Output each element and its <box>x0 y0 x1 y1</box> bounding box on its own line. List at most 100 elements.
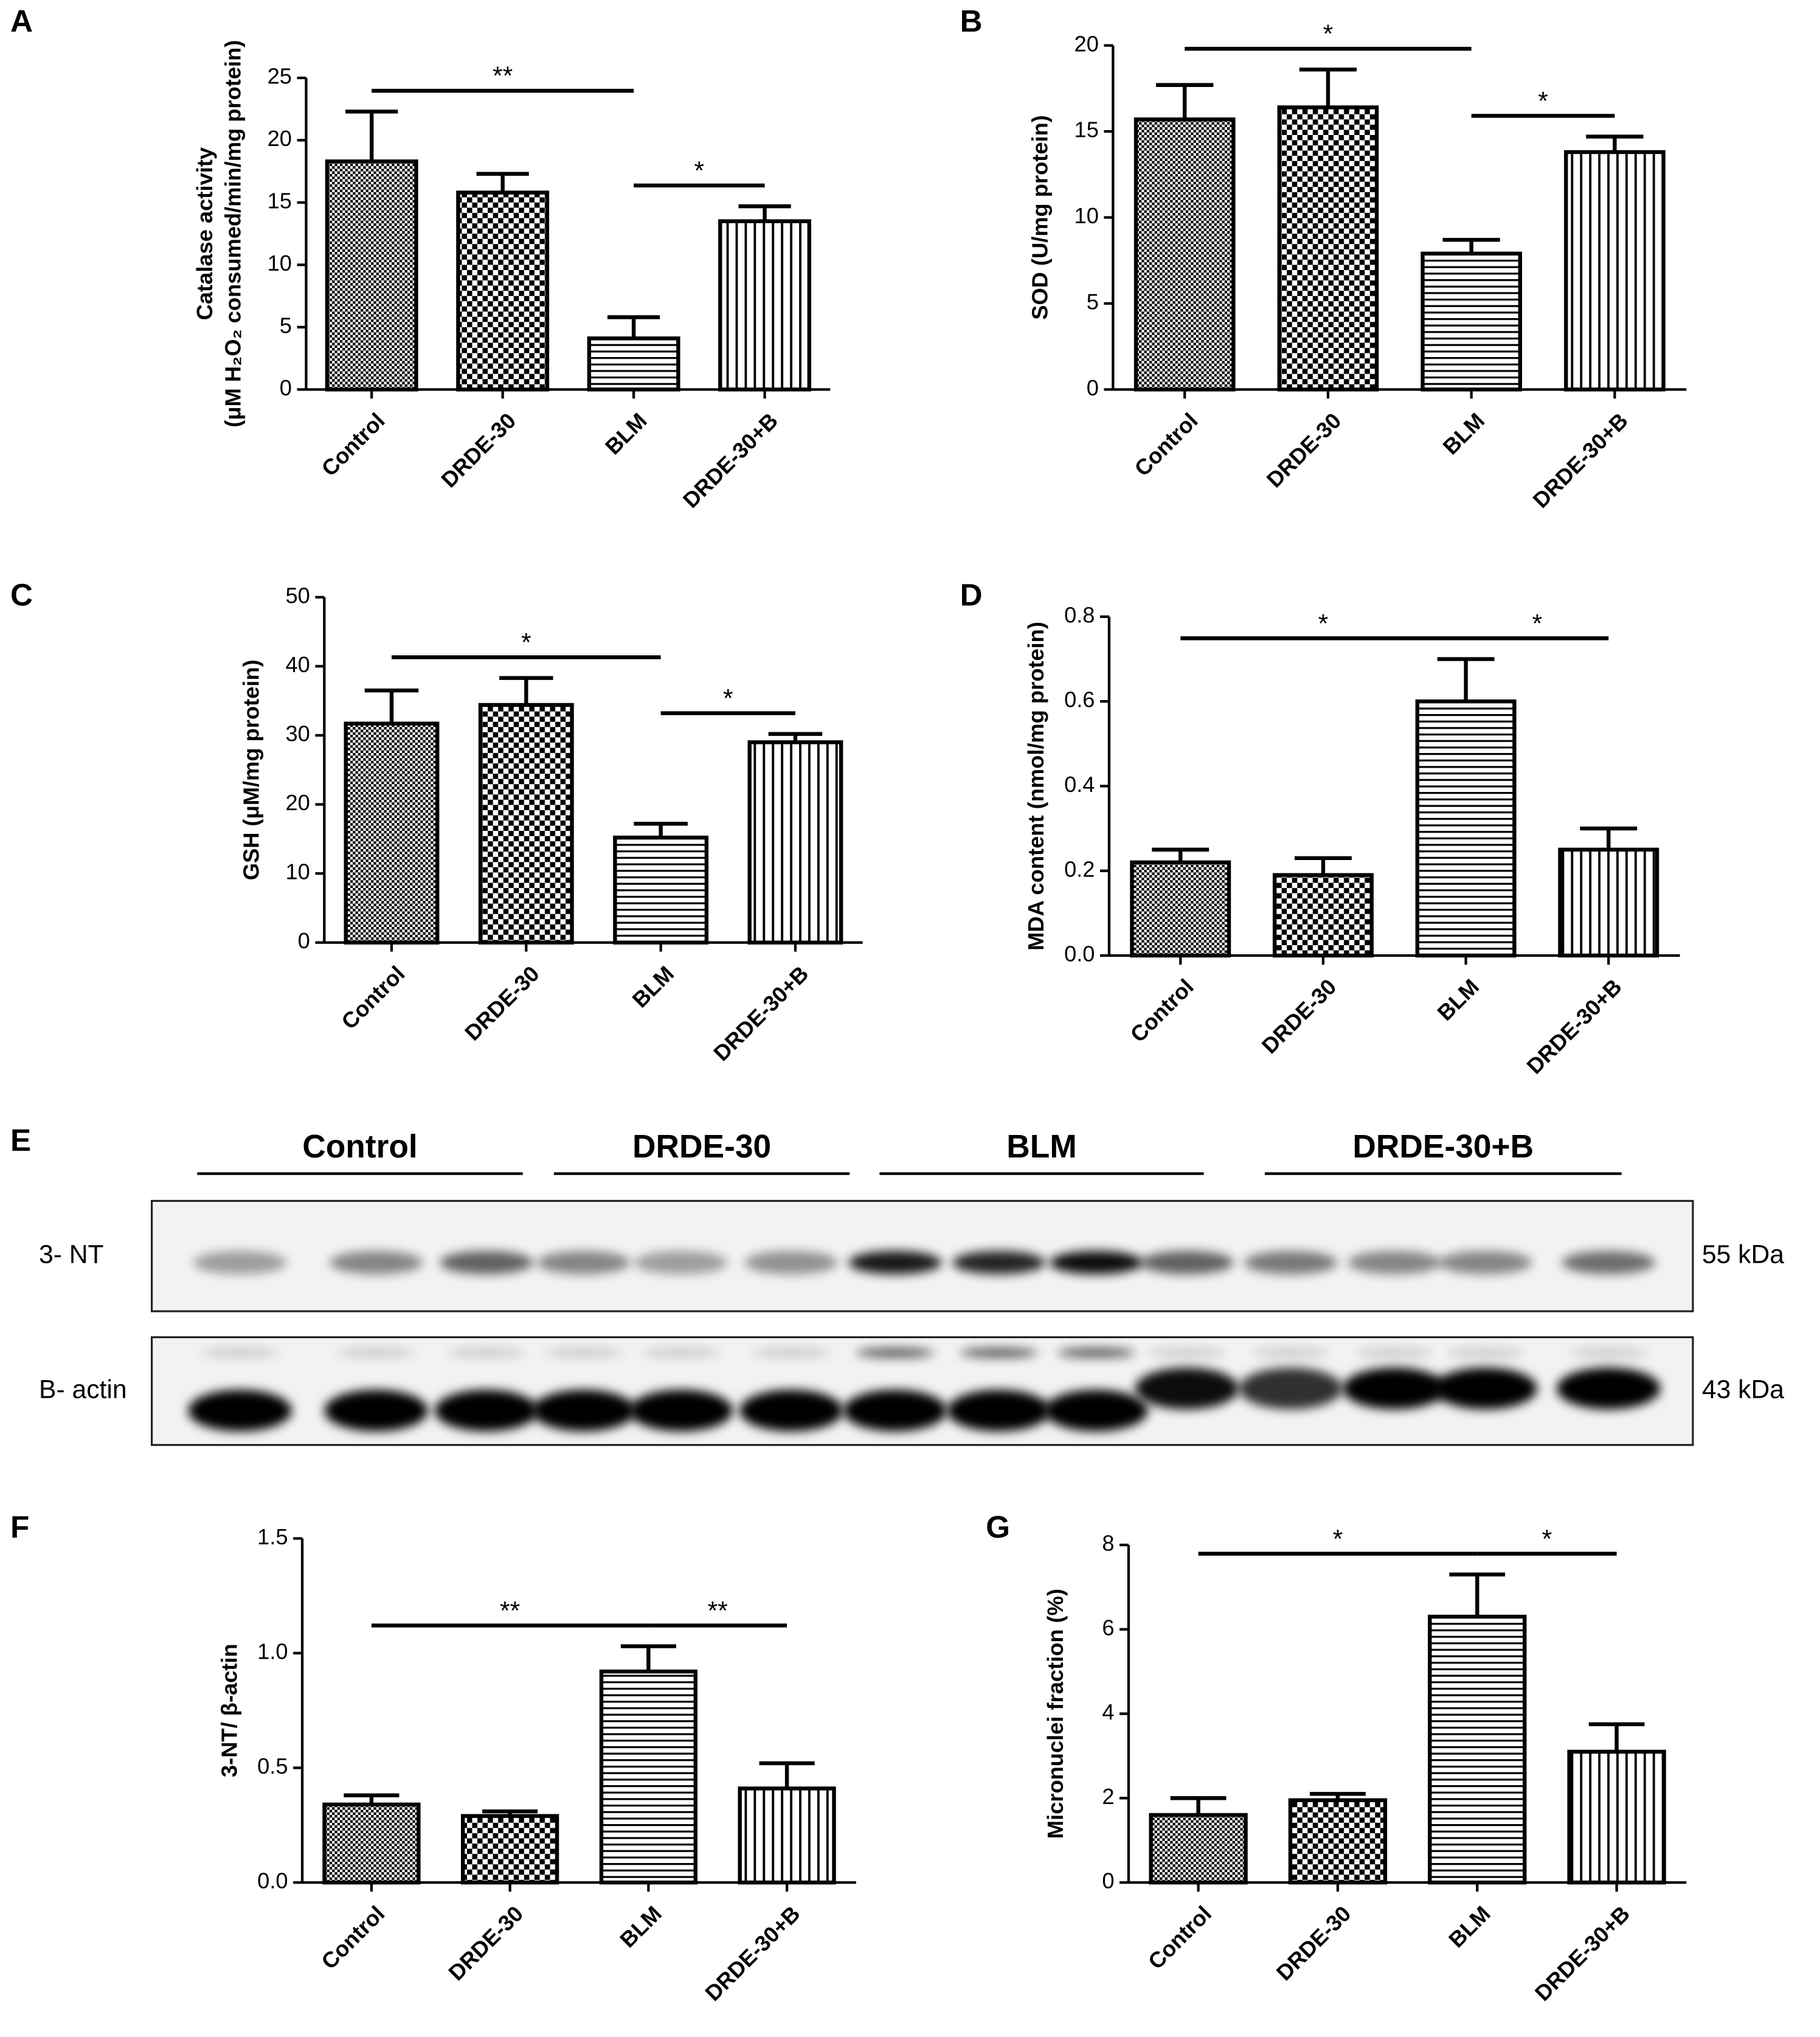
bar <box>1133 117 1236 392</box>
y-tick-label: 8 <box>1102 1531 1114 1556</box>
y-tick-label: 15 <box>268 189 292 213</box>
y-tick-label: 4 <box>1102 1699 1114 1724</box>
significance-label: * <box>723 684 733 713</box>
panel-label: E <box>10 1123 31 1157</box>
bar <box>747 740 843 945</box>
group-label: Control <box>302 1129 418 1165</box>
band <box>1044 1389 1148 1432</box>
significance-label: * <box>1538 86 1548 116</box>
x-tick-label: DRDE-30+B <box>678 408 783 513</box>
band <box>537 1251 631 1274</box>
row-label: B- actin <box>39 1375 127 1404</box>
panel-label: F <box>10 1510 29 1544</box>
bar <box>613 835 709 945</box>
band <box>1433 1367 1537 1409</box>
x-tick-label: BLM <box>1433 974 1484 1025</box>
band <box>324 1389 428 1432</box>
band-faint <box>201 1347 279 1358</box>
band <box>1348 1251 1442 1274</box>
significance-label: ** <box>500 1596 520 1625</box>
band <box>1239 1367 1343 1409</box>
band <box>193 1251 287 1274</box>
x-tick-label: BLM <box>1444 1901 1495 1952</box>
bar <box>599 1669 698 1885</box>
x-tick-label: Control <box>336 961 409 1034</box>
band <box>1562 1251 1656 1274</box>
y-axis-label: 3-NT/ β-actin <box>216 1643 241 1777</box>
band <box>848 1251 942 1274</box>
x-tick-label: BLM <box>615 1901 666 1952</box>
band <box>1140 1251 1234 1274</box>
y-tick-label: 20 <box>268 126 292 151</box>
bar <box>1272 873 1374 958</box>
chart-panel: C 0 10 20 30 40 50 GSH (μM/mg protein) Control DR… <box>10 577 863 1066</box>
y-tick-label: 20 <box>1074 31 1099 56</box>
bar <box>1149 1813 1248 1885</box>
bar <box>456 190 550 392</box>
band-faint <box>960 1347 1038 1358</box>
y-tick-label: 20 <box>286 790 310 815</box>
significance-label: ** <box>708 1596 728 1625</box>
band <box>1438 1251 1532 1274</box>
band <box>188 1389 292 1432</box>
band <box>744 1251 839 1274</box>
x-tick-label: Control <box>1130 408 1203 481</box>
bar <box>344 721 440 945</box>
band-faint <box>1355 1347 1434 1358</box>
x-tick-label: DRDE-30+B <box>700 1901 804 2005</box>
bar <box>461 1814 559 1885</box>
x-tick-label: Control <box>1143 1901 1216 1974</box>
band <box>629 1389 733 1432</box>
bar <box>1288 1798 1388 1885</box>
x-tick-label: BLM <box>1438 408 1490 460</box>
chart-panel: D 0.0 0.2 0.4 0.6 0.8 MDA content (nmol/mg pro… <box>960 577 1680 1079</box>
y-tick-label: 5 <box>280 313 292 338</box>
y-tick-label: 15 <box>1074 117 1099 142</box>
band <box>947 1389 1051 1432</box>
band-faint <box>856 1347 934 1358</box>
x-tick-label: BLM <box>628 961 679 1013</box>
bar <box>1415 699 1517 958</box>
band <box>1244 1251 1338 1274</box>
x-tick-label: Control <box>1126 974 1199 1047</box>
size-label: 55 kDa <box>1702 1240 1784 1269</box>
y-axis-label: GSH (μM/mg protein) <box>239 659 264 880</box>
western-blot: E Control DRDE-30 BLM DRDE-30+B 3- NT 55 kDa B-… <box>10 1123 1784 1446</box>
bar <box>1564 150 1666 392</box>
y-tick-label: 0.0 <box>1064 942 1095 966</box>
x-tick-label: DRDE-30+B <box>1522 974 1627 1078</box>
chart-panel: F 0.0 0.5 1.0 1.5 3-NT/ β-actin Control DRDE-30… <box>10 1510 856 2006</box>
chart-panel: A 0 5 10 15 20 25 Catalase activity (μM H₂O₂ con… <box>10 4 831 513</box>
significance-label: * <box>694 156 705 186</box>
y-axis-label: (μM H₂O₂ consumed/min/mg protein) <box>221 40 246 428</box>
band-faint <box>642 1347 720 1358</box>
y-tick-label: 0 <box>298 928 310 953</box>
significance-label: * <box>521 628 531 657</box>
x-tick-label: DRDE-30 <box>460 961 544 1046</box>
band-faint <box>447 1347 525 1358</box>
group-label: DRDE-30 <box>632 1129 771 1165</box>
y-tick-label: 0.6 <box>1064 687 1095 712</box>
bar <box>738 1786 836 1885</box>
significance-label: * <box>1542 1524 1552 1553</box>
size-label: 43 kDa <box>1702 1375 1784 1404</box>
bar <box>1277 105 1379 392</box>
panel-label: D <box>960 577 983 612</box>
band-faint <box>1251 1347 1330 1358</box>
bar <box>1130 860 1231 958</box>
band-faint <box>1147 1347 1226 1358</box>
x-tick-label: DRDE-30 <box>436 408 521 493</box>
panel-label: B <box>960 4 983 38</box>
y-tick-label: 10 <box>268 251 292 276</box>
y-tick-label: 2 <box>1102 1784 1114 1809</box>
x-tick-label: DRDE-30+B <box>708 961 813 1066</box>
y-tick-label: 10 <box>1074 203 1099 228</box>
x-tick-label: Control <box>317 408 390 481</box>
significance-label: * <box>1333 1524 1343 1553</box>
x-tick-label: DRDE-30 <box>443 1901 528 1985</box>
y-tick-label: 40 <box>286 652 310 677</box>
significance-label: * <box>1318 609 1329 638</box>
band <box>634 1251 728 1274</box>
bar <box>478 703 574 945</box>
